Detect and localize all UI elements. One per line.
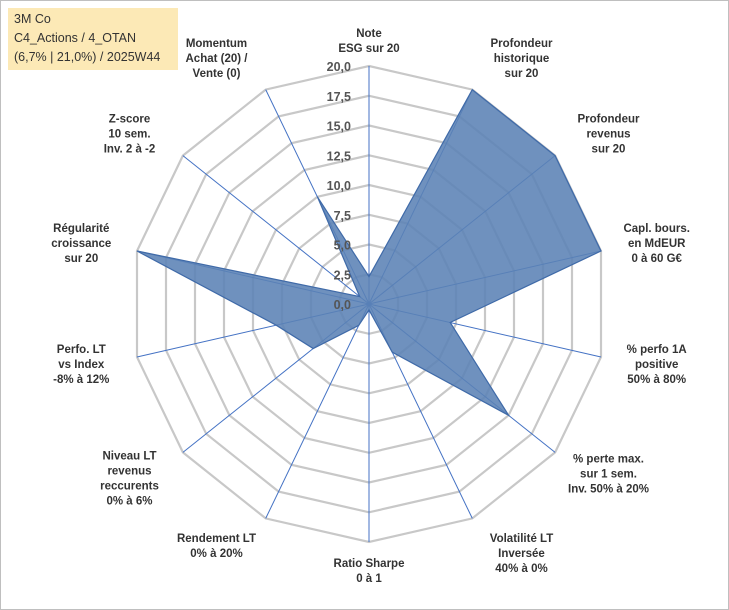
axis-label-line: Volatilité LT: [490, 533, 553, 545]
info-box: 3M Co C4_Actions / 4_OTAN (6,7% | 21,0%)…: [8, 8, 178, 70]
axis-label-line: Ratio Sharpe: [334, 558, 405, 570]
axis-label-line: Z-score: [109, 114, 151, 126]
tick-label: 20,0: [327, 60, 351, 74]
axis-labels: Note ESG sur 20 Profondeur historique sur 20…: [51, 28, 690, 585]
axis-label: Note ESG sur 20: [338, 28, 399, 55]
axis-label-line: croissance: [51, 238, 111, 250]
axis-label-line: Inversée: [498, 548, 545, 560]
axis-label-line: Niveau LT: [102, 451, 156, 463]
axis-label: Momentum Achat (20) / Vente (0): [186, 38, 249, 80]
axis-label-line: % perte max.: [573, 453, 644, 465]
axis-label: Capl. bours. en MdEUR 0 à 60 G€: [623, 223, 689, 265]
portfolio-category: C4_Actions / 4_OTAN: [14, 31, 137, 45]
axis-label-line: Rendement LT: [177, 533, 256, 545]
tick-labels: 0,0 2,5 5,0 7,5 10,0 12,5 15,0 17,5 20,0: [327, 60, 351, 312]
axis-spoke: [265, 303, 370, 519]
axis-label: % perte max. sur 1 sem. Inv. 50% à 20%: [568, 453, 649, 495]
tick-label: 15,0: [327, 120, 351, 134]
data-area: [136, 88, 602, 417]
axis-label: Z-score 10 sem. Inv. 2 à -2: [104, 114, 156, 156]
axis-label-line: ESG sur 20: [338, 43, 399, 55]
axis-label: Rendement LT 0% à 20%: [177, 533, 256, 560]
tick-label: 12,5: [327, 149, 351, 163]
axis-label-line: Profondeur: [578, 114, 640, 126]
axis-label: Profondeur revenus sur 20: [578, 114, 640, 156]
axis-label-line: Régularité: [53, 223, 109, 235]
axis-label-line: Inv. 2 à -2: [104, 144, 156, 156]
tick-label: 10,0: [327, 179, 351, 193]
axis-label-line: Achat (20) /: [186, 53, 249, 65]
performance-period: (6,7% | 21,0%) / 2025W44: [14, 50, 161, 64]
axis-label-line: Profondeur: [491, 38, 553, 50]
stock-name: 3M Co: [14, 12, 51, 26]
axis-label-line: Inv. 50% à 20%: [568, 483, 649, 495]
axis-label: Volatilité LT Inversée 40% à 0%: [490, 533, 553, 575]
axis-label-line: Perfo. LT: [57, 344, 106, 356]
axis-spoke: [182, 155, 370, 305]
axis-label-line: sur 20: [592, 144, 626, 156]
axis-label-line: reccurents: [100, 481, 159, 493]
axis-label: Ratio Sharpe 0 à 1: [334, 558, 405, 585]
tick-label: 0,0: [334, 298, 351, 312]
axis-label-line: 10 sem.: [108, 129, 150, 141]
axis-label-line: positive: [635, 359, 678, 371]
axis-label-line: Vente (0): [193, 68, 241, 80]
axis-label-line: Momentum: [186, 38, 247, 50]
axis-label-line: historique: [494, 53, 550, 65]
tick-label: 5,0: [334, 239, 351, 253]
axis-label-line: Note: [356, 28, 382, 40]
axis-label: Niveau LT revenus reccurents 0% à 6%: [100, 451, 159, 508]
axis-label: Régularité croissance sur 20: [51, 223, 111, 265]
axis-label-line: sur 1 sem.: [580, 468, 637, 480]
axis-label: Profondeur historique sur 20: [491, 38, 553, 80]
tick-label: 17,5: [327, 90, 351, 104]
axis-label-line: revenus: [107, 466, 151, 478]
axis-label-line: 0% à 20%: [190, 548, 242, 560]
axis-label-line: -8% à 12%: [53, 374, 109, 386]
axis-label-line: sur 20: [505, 68, 539, 80]
tick-label: 2,5: [334, 268, 351, 282]
axis-label-line: en MdEUR: [628, 238, 686, 250]
axis-label-line: revenus: [586, 129, 630, 141]
axis-label-line: % perfo 1A: [627, 344, 687, 356]
axis-label-line: 0% à 6%: [106, 496, 152, 508]
tick-label: 7,5: [334, 209, 351, 223]
axis-label: % perfo 1A positive 50% à 80%: [627, 344, 687, 386]
axis-label: Perfo. LT vs Index -8% à 12%: [53, 344, 109, 386]
axis-label-line: vs Index: [58, 359, 105, 371]
axis-label-line: 40% à 0%: [495, 563, 547, 575]
axis-label-line: 0 à 1: [356, 573, 382, 585]
axis-label-line: 0 à 60 G€: [631, 253, 682, 265]
axis-label-line: 50% à 80%: [627, 374, 686, 386]
axis-label-line: sur 20: [64, 253, 98, 265]
axis-label-line: Capl. bours.: [623, 223, 689, 235]
